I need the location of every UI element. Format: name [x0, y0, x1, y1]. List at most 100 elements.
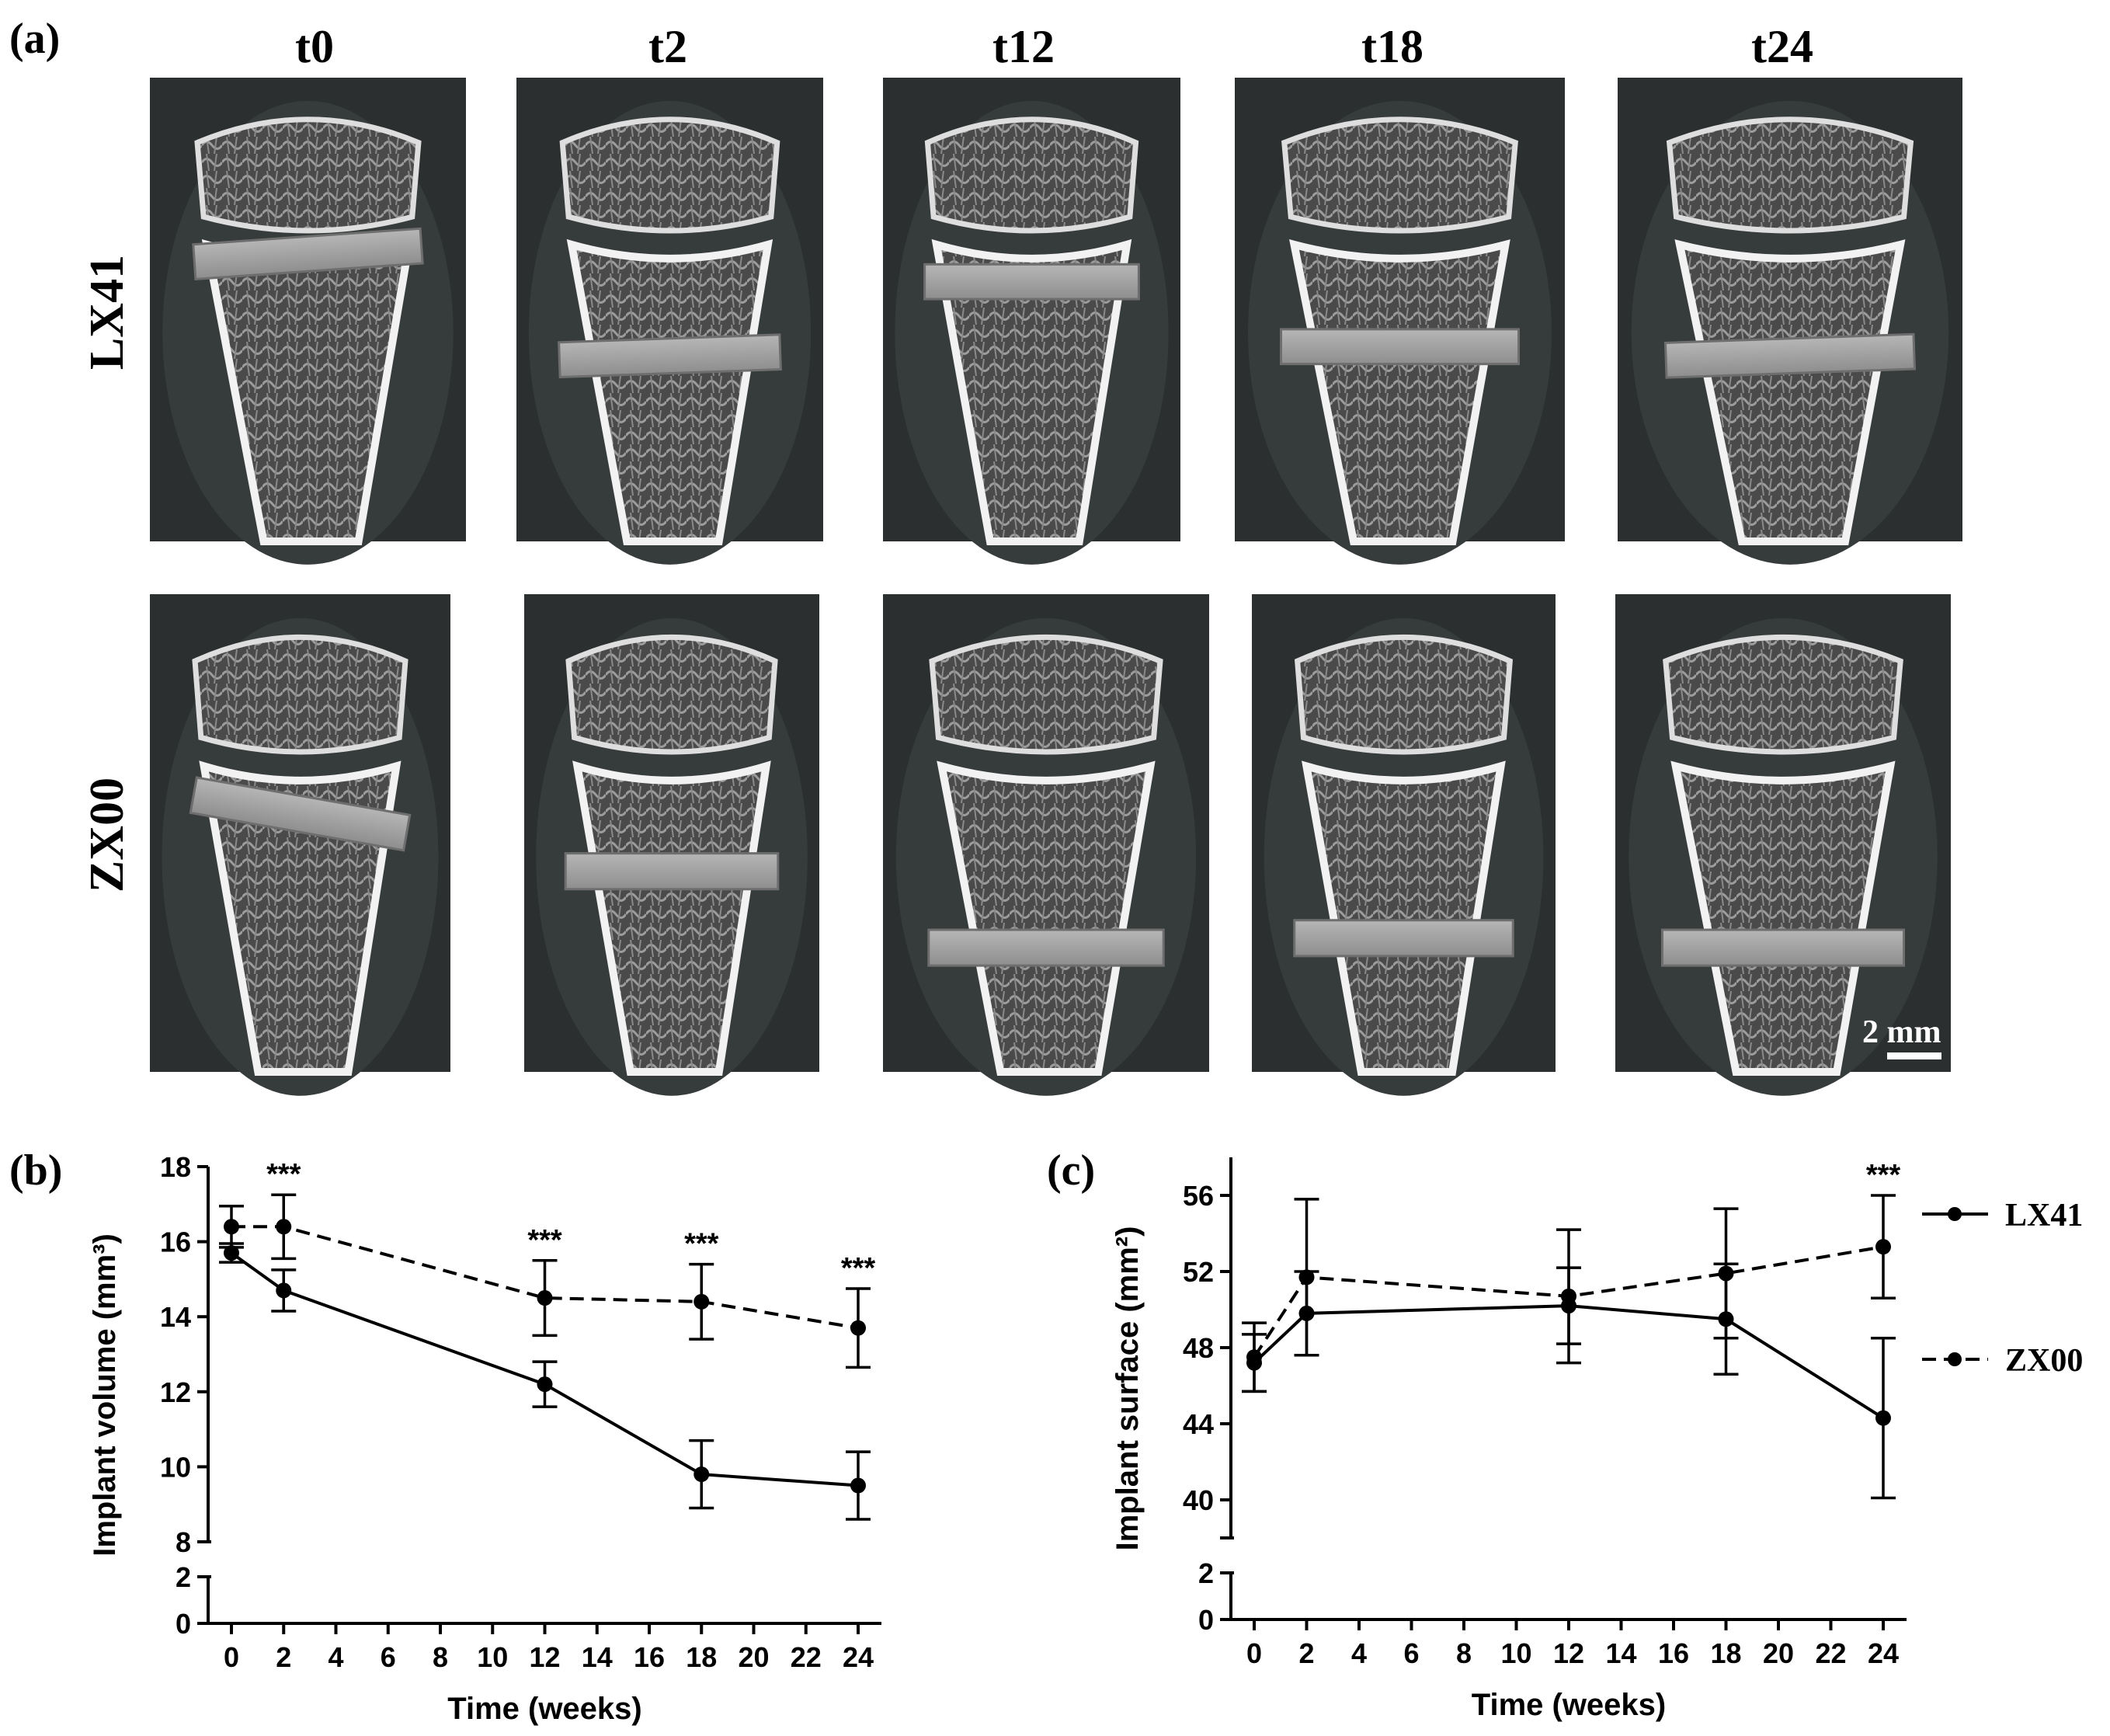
scale-bar: 2 mm — [1862, 1014, 1941, 1059]
data-point — [1875, 1239, 1891, 1255]
x-tick-label: 24 — [843, 1641, 874, 1673]
column-header-t24: t24 — [1751, 21, 1813, 72]
x-tick-label: 6 — [1403, 1637, 1419, 1669]
x-tick-label: 6 — [381, 1641, 396, 1673]
legend-label-ZX00: ZX00 — [2005, 1343, 2083, 1379]
significance-marker: *** — [527, 1224, 562, 1257]
implant-pin — [1293, 919, 1514, 958]
legend-marker — [1948, 1207, 1962, 1221]
y-tick-label: 0 — [176, 1608, 191, 1640]
panel-label-b: (b) — [9, 1146, 62, 1195]
data-point — [850, 1477, 866, 1494]
column-header-t18: t18 — [1361, 21, 1423, 72]
ct-scan-LX41-t0 — [150, 78, 466, 565]
column-header-t2: t2 — [648, 21, 687, 72]
data-point — [1718, 1265, 1734, 1282]
data-point — [224, 1245, 239, 1261]
y-tick-label: 52 — [1183, 1256, 1214, 1288]
y-tick-label: 10 — [160, 1451, 191, 1483]
data-point — [850, 1320, 866, 1336]
row-label-LX41: LX41 — [81, 255, 134, 370]
data-point — [1246, 1349, 1262, 1365]
series-line-ZX00 — [231, 1225, 859, 1330]
ct-scan-LX41-t12 — [883, 78, 1180, 565]
data-point — [537, 1290, 553, 1306]
x-tick-label: 0 — [224, 1641, 239, 1673]
implant-pin — [1660, 928, 1906, 967]
y-tick-label: 18 — [160, 1151, 191, 1183]
data-point — [693, 1466, 710, 1483]
column-header-t12: t12 — [992, 21, 1055, 72]
y-tick-label: 48 — [1183, 1332, 1214, 1364]
y-tick-label: 8 — [176, 1526, 191, 1558]
significance-marker: *** — [1866, 1159, 1901, 1192]
panel-label-c: (c) — [1047, 1146, 1095, 1195]
y-tick-label: 12 — [160, 1376, 191, 1408]
significance-marker: *** — [841, 1252, 876, 1285]
x-tick-label: 16 — [634, 1641, 665, 1673]
x-tick-label: 14 — [582, 1641, 613, 1673]
significance-marker: *** — [684, 1228, 719, 1261]
implant-pin — [927, 928, 1165, 967]
x-tick-label: 8 — [433, 1641, 448, 1673]
implant-pin — [564, 852, 780, 891]
ct-scan-LX41-t2 — [516, 78, 823, 565]
x-axis-label: Time (weeks) — [1472, 1688, 1667, 1722]
x-tick-label: 14 — [1605, 1637, 1636, 1669]
data-point — [276, 1219, 292, 1235]
y-tick-label: 14 — [160, 1301, 191, 1333]
y-tick-label: 0 — [1198, 1604, 1214, 1636]
x-tick-label: 16 — [1658, 1637, 1689, 1669]
x-tick-label: 20 — [1763, 1637, 1794, 1669]
implant-pin — [558, 333, 782, 379]
x-tick-label: 20 — [738, 1641, 769, 1673]
ct-scan-LX41-t18 — [1235, 78, 1565, 565]
y-tick-label: 40 — [1183, 1484, 1214, 1516]
scale-bar-label: 2 mm — [1862, 1014, 1941, 1050]
data-point — [693, 1293, 710, 1310]
y-axis-label: Implant surface (mm²) — [1111, 1226, 1145, 1551]
x-tick-label: 8 — [1456, 1637, 1472, 1669]
implant-pin — [1280, 328, 1520, 366]
series-LX41 — [219, 1242, 871, 1521]
x-tick-label: 4 — [328, 1641, 343, 1673]
column-header-t0: t0 — [295, 21, 334, 72]
implant-pin — [192, 227, 424, 281]
y-tick-label: 56 — [1183, 1180, 1214, 1212]
y-tick-label: 44 — [1183, 1408, 1214, 1440]
implant-pin — [923, 263, 1140, 301]
implant-pin — [1663, 332, 1917, 379]
data-point — [537, 1376, 553, 1393]
x-tick-label: 10 — [477, 1641, 508, 1673]
x-tick-label: 10 — [1500, 1637, 1531, 1669]
series-ZX00 — [219, 1193, 871, 1369]
x-axis-label: Time (weeks) — [447, 1692, 642, 1726]
x-tick-label: 2 — [276, 1641, 291, 1673]
data-point — [1561, 1288, 1576, 1304]
x-tick-label: 22 — [1815, 1637, 1846, 1669]
implant-pin — [189, 776, 412, 852]
significance-marker: *** — [266, 1158, 301, 1191]
legend-marker — [1948, 1352, 1962, 1366]
row-label-ZX00: ZX00 — [81, 778, 134, 892]
x-tick-label: 18 — [686, 1641, 717, 1673]
scale-bar-line — [1887, 1052, 1941, 1059]
legend-label-LX41: LX41 — [2005, 1198, 2083, 1233]
ct-scan-LX41-t24 — [1618, 78, 1962, 565]
ct-scan-ZX00-t2 — [524, 594, 819, 1096]
ct-scan-ZX00-t18 — [1252, 594, 1556, 1096]
data-point — [276, 1282, 292, 1299]
ct-scan-ZX00-t0 — [150, 594, 450, 1096]
ct-scan-ZX00-t12 — [883, 594, 1209, 1096]
x-tick-label: 18 — [1710, 1637, 1741, 1669]
x-tick-label: 0 — [1246, 1637, 1262, 1669]
x-tick-label: 2 — [1298, 1637, 1314, 1669]
chart-legend: LX41 ZX00 — [1922, 1198, 2083, 1379]
x-tick-label: 12 — [1553, 1637, 1584, 1669]
micro-ct-image-grid — [150, 78, 1962, 1096]
x-tick-label: 22 — [791, 1641, 822, 1673]
x-tick-label: 12 — [529, 1641, 560, 1673]
